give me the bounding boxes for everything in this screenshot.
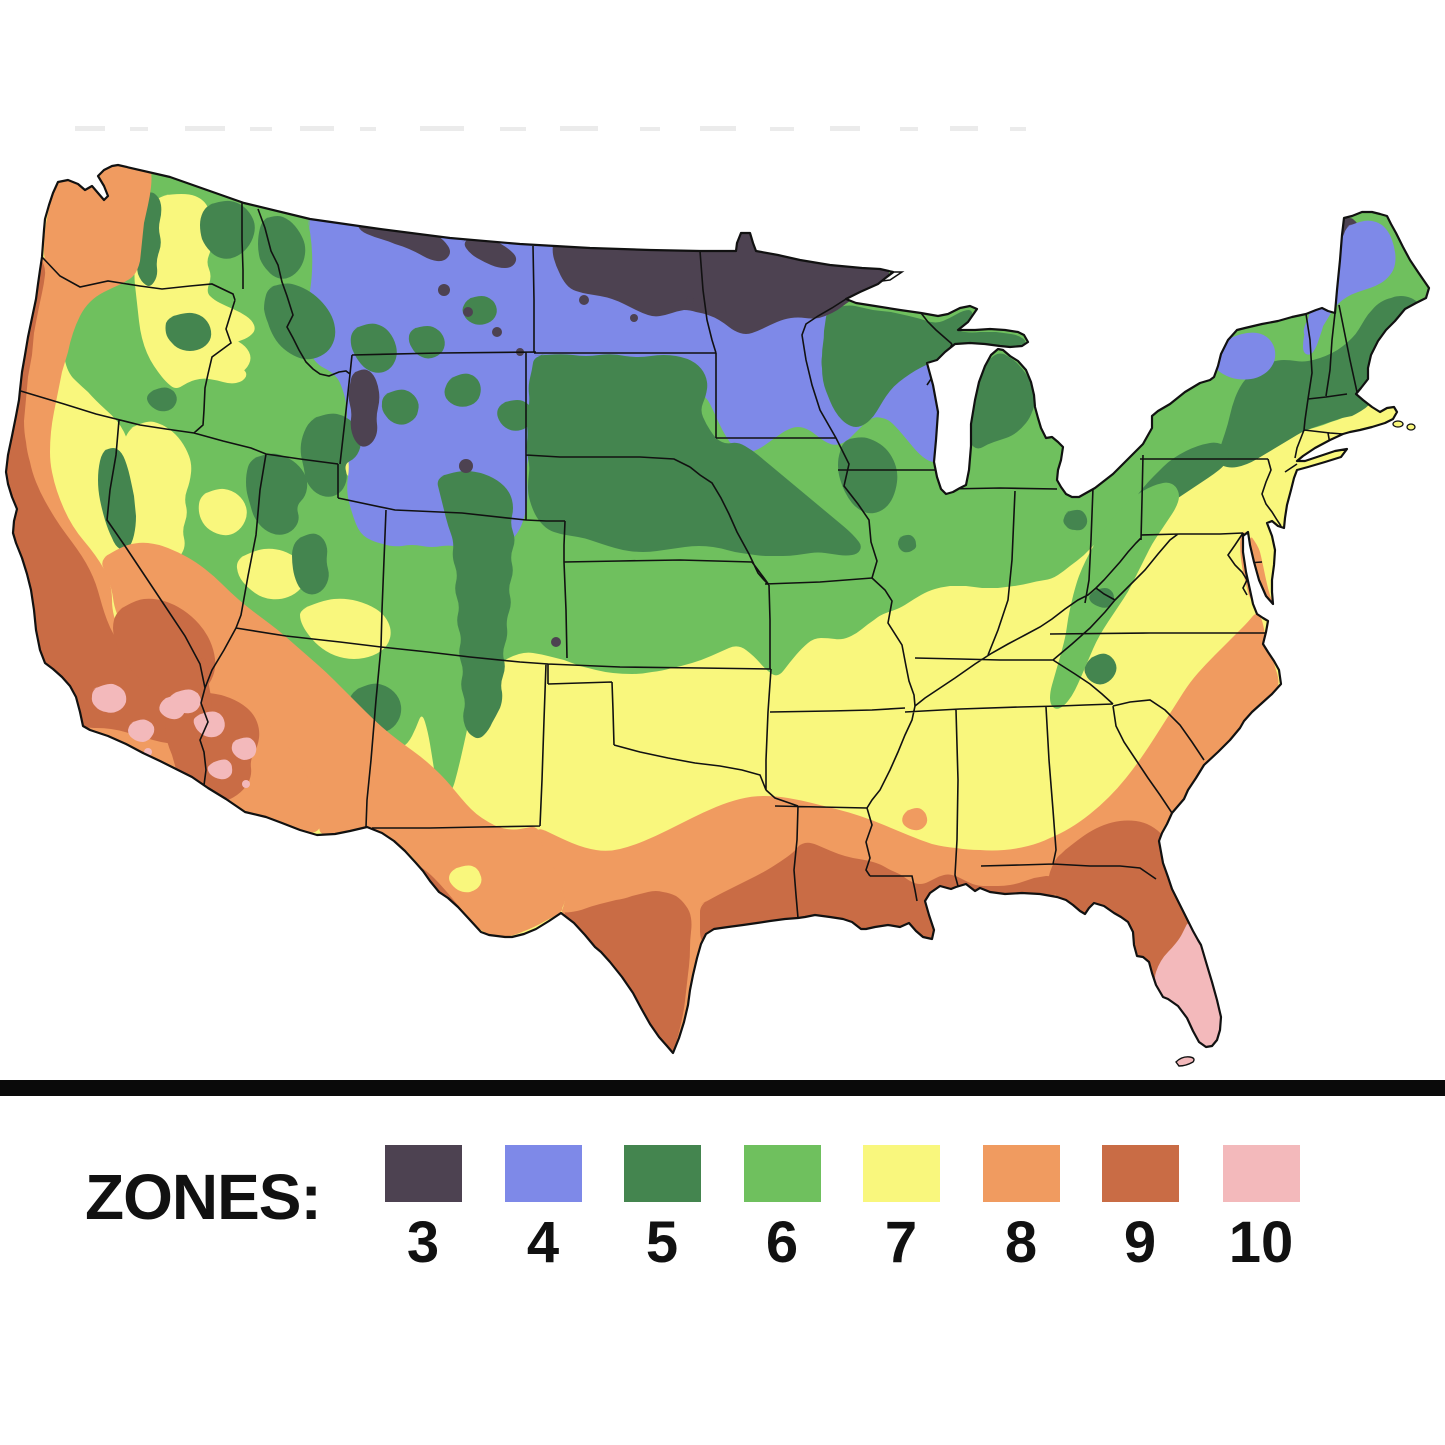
- svg-text:ZONES:: ZONES:: [85, 1161, 321, 1233]
- svg-text:7: 7: [885, 1210, 917, 1275]
- svg-text:5: 5: [646, 1210, 678, 1275]
- svg-text:4: 4: [527, 1210, 559, 1275]
- svg-text:3: 3: [407, 1210, 439, 1275]
- svg-text:10: 10: [1229, 1210, 1294, 1275]
- svg-text:9: 9: [1124, 1210, 1156, 1275]
- svg-text:6: 6: [766, 1210, 798, 1275]
- svg-text:8: 8: [1005, 1210, 1037, 1275]
